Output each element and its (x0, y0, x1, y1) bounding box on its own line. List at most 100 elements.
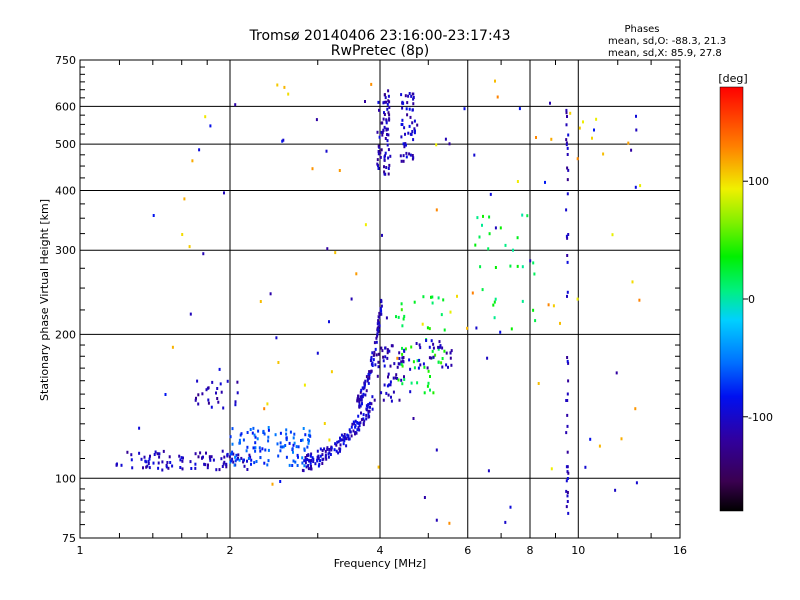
data-point (496, 95, 499, 99)
data-point (237, 453, 240, 457)
data-point (191, 159, 194, 163)
data-point (204, 115, 207, 119)
data-point (148, 466, 151, 470)
data-point (488, 232, 491, 236)
data-point (171, 464, 174, 468)
data-point (358, 424, 361, 428)
data-point (194, 466, 197, 470)
data-point (388, 349, 391, 353)
data-point (410, 345, 413, 349)
data-point (364, 223, 367, 227)
data-point (234, 400, 237, 404)
data-point (419, 363, 422, 367)
data-point (387, 148, 390, 152)
data-point (238, 458, 241, 462)
data-point (323, 447, 326, 451)
data-point (223, 191, 225, 195)
data-point (161, 460, 164, 464)
data-point (389, 364, 392, 368)
data-point (378, 321, 380, 325)
data-point (358, 402, 361, 406)
data-point (576, 297, 579, 301)
data-point (569, 111, 572, 115)
data-point (439, 345, 441, 349)
data-point (370, 369, 373, 373)
data-point (340, 433, 343, 437)
data-point (434, 353, 437, 357)
data-point (277, 361, 280, 364)
data-point (456, 294, 458, 298)
data-point (300, 439, 302, 442)
data-point (242, 460, 245, 464)
data-point (246, 431, 249, 434)
data-point (409, 367, 412, 371)
data-point (362, 423, 365, 427)
data-point (363, 384, 366, 388)
data-point (381, 233, 383, 237)
data-point (397, 315, 400, 319)
data-point (377, 325, 380, 329)
data-point (425, 339, 428, 342)
data-point (225, 463, 228, 467)
data-point (254, 435, 257, 439)
data-point (324, 453, 327, 457)
data-point (426, 326, 429, 330)
data-point (164, 393, 167, 396)
data-point (285, 436, 288, 440)
data-point (400, 362, 403, 366)
data-point (323, 422, 326, 425)
data-point (404, 347, 407, 351)
data-point (377, 365, 380, 369)
data-point (377, 328, 380, 332)
data-point (253, 461, 256, 465)
data-point (444, 137, 447, 141)
data-point (383, 111, 385, 115)
data-point (589, 437, 592, 441)
data-point (411, 121, 414, 125)
data-point (222, 406, 225, 410)
data-point (418, 343, 421, 347)
data-point (385, 127, 388, 131)
data-point (156, 452, 159, 456)
data-point (482, 214, 484, 218)
data-point (231, 457, 234, 461)
data-point (399, 154, 402, 158)
data-point (487, 469, 490, 473)
data-point (209, 458, 212, 462)
data-point (360, 388, 363, 392)
data-point (414, 129, 416, 133)
data-point (365, 408, 368, 412)
data-point (229, 435, 232, 439)
data-point (430, 339, 433, 343)
data-point (389, 154, 392, 158)
data-point (197, 455, 200, 459)
data-point (393, 362, 396, 366)
data-point (309, 454, 312, 458)
data-point (267, 426, 270, 429)
data-point (426, 384, 429, 388)
data-point (307, 464, 310, 467)
data-point (413, 131, 416, 135)
data-point (614, 488, 617, 492)
data-point (276, 83, 279, 87)
x-tick-label: 10 (571, 544, 585, 557)
data-point (411, 130, 414, 133)
data-point (566, 146, 569, 150)
data-point (582, 120, 584, 124)
data-point (359, 390, 362, 394)
data-point (494, 266, 497, 269)
chart-subtitle: RwPretec (8p) (331, 43, 429, 59)
data-point (435, 143, 438, 147)
data-point (383, 93, 386, 97)
data-point (263, 461, 266, 465)
data-point (218, 367, 221, 371)
data-point (319, 454, 322, 458)
data-point (225, 465, 228, 469)
data-point (371, 364, 374, 367)
data-point (377, 465, 380, 469)
data-point (386, 107, 389, 111)
data-point (411, 154, 414, 157)
data-point (401, 382, 404, 386)
data-point (382, 101, 385, 105)
data-point (345, 437, 348, 441)
